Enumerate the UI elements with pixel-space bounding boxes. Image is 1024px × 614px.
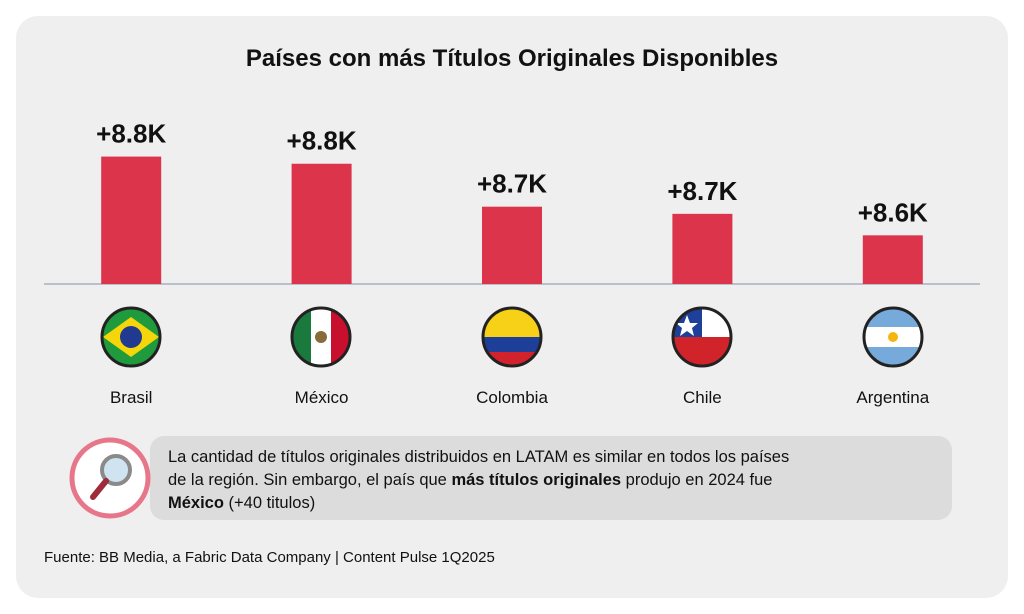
bar xyxy=(482,206,542,284)
value-label: +8.6K xyxy=(858,197,928,227)
flag-brasil xyxy=(100,306,162,368)
chart-title: Países con más Títulos Originales Dispon… xyxy=(246,45,778,72)
flag-colombia xyxy=(481,306,543,368)
value-label: +8.8K xyxy=(287,126,357,156)
bar xyxy=(862,235,923,284)
note-line: de la región. Sin embargo, el país que m… xyxy=(168,471,772,489)
bar xyxy=(291,163,352,284)
x-tick-label: Colombia xyxy=(476,388,548,407)
x-tick-label: Brasil xyxy=(110,388,153,407)
x-tick-label: Chile xyxy=(683,388,722,407)
note: La cantidad de títulos originales distri… xyxy=(168,448,789,512)
note-text: más títulos originales xyxy=(451,471,621,489)
note-text: La cantidad de títulos originales distri… xyxy=(168,448,789,466)
note-icon xyxy=(69,437,151,519)
value-label: +8.8K xyxy=(96,119,166,149)
source: Fuente: BB Media, a Fabric Data Company … xyxy=(44,549,495,566)
bar xyxy=(101,156,162,284)
flag-mexico xyxy=(290,306,352,368)
x-tick-label: Argentina xyxy=(856,388,929,407)
flag-chile xyxy=(671,306,733,368)
value-label: +8.7K xyxy=(667,176,737,206)
note-text: de la región. Sin embargo, el país que xyxy=(168,471,451,489)
x-tick-label: México xyxy=(295,388,349,407)
bar xyxy=(672,213,733,284)
note-text: produjo en 2024 fue xyxy=(621,471,772,489)
note-text: (+40 titulos) xyxy=(224,494,315,512)
note-line: México (+40 titulos) xyxy=(168,494,315,512)
note-box xyxy=(150,436,952,520)
value-label: +8.7K xyxy=(477,169,547,199)
flag-argentina xyxy=(862,306,924,368)
note-line: La cantidad de títulos originales distri… xyxy=(168,448,789,466)
note-text: México xyxy=(168,494,224,512)
